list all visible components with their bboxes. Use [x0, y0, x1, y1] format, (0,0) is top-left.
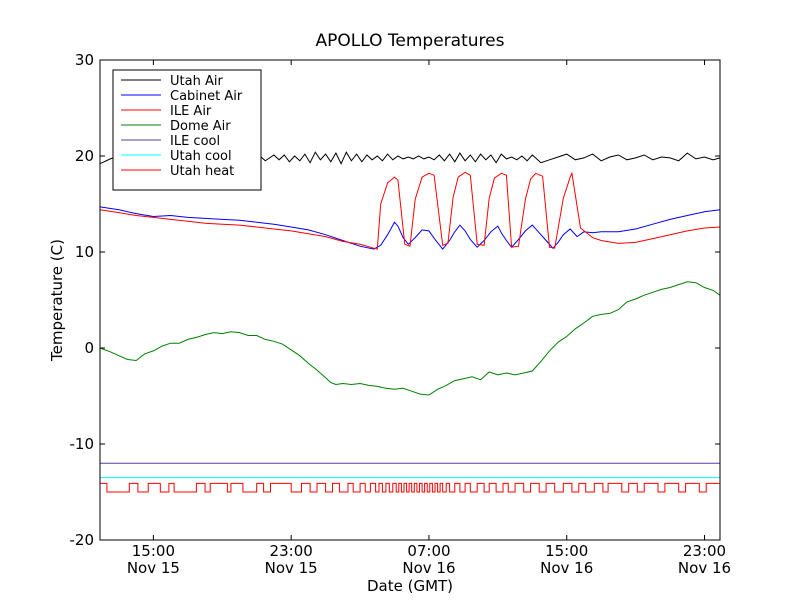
x-axis-label: Date (GMT): [367, 577, 453, 595]
x-tick-label-time: 23:00: [270, 542, 313, 560]
legend-label: Dome Air: [170, 119, 231, 134]
y-tick-label: -20: [70, 531, 95, 549]
legend-label: Utah heat: [170, 164, 234, 179]
legend-label: ILE cool: [170, 134, 220, 149]
y-tick-label: -10: [70, 435, 95, 453]
legend-label: Utah cool: [170, 149, 232, 164]
y-tick-label: 20: [75, 147, 94, 165]
y-tick-label: 30: [75, 51, 94, 69]
x-tick-label-time: 23:00: [683, 542, 726, 560]
legend-label: ILE Air: [170, 104, 212, 119]
legend-label: Cabinet Air: [170, 89, 243, 104]
x-tick-label-date: Nov 15: [265, 559, 318, 577]
x-tick-label-date: Nov 16: [678, 559, 731, 577]
y-tick-label: 10: [75, 243, 94, 261]
series-line-ile-air: [99, 171, 721, 250]
series-line-utah-heat: [100, 482, 720, 493]
y-tick-label: 0: [84, 339, 94, 357]
series-line-dome-air: [99, 281, 721, 396]
x-tick-label-time: 07:00: [407, 542, 450, 560]
series-line-cabinet-air: [99, 206, 721, 250]
x-tick-label-time: 15:00: [132, 542, 175, 560]
x-tick-label-date: Nov 16: [402, 559, 455, 577]
x-tick-label-date: Nov 15: [127, 559, 180, 577]
x-tick-label-time: 15:00: [545, 542, 588, 560]
series-group: [99, 151, 721, 493]
legend-label: Utah Air: [170, 74, 223, 89]
x-tick-label-date: Nov 16: [540, 559, 593, 577]
y-axis-label: Temperature (C): [48, 239, 66, 362]
plot-frame: [99, 59, 721, 541]
chart-title: APOLLO Temperatures: [316, 31, 505, 51]
